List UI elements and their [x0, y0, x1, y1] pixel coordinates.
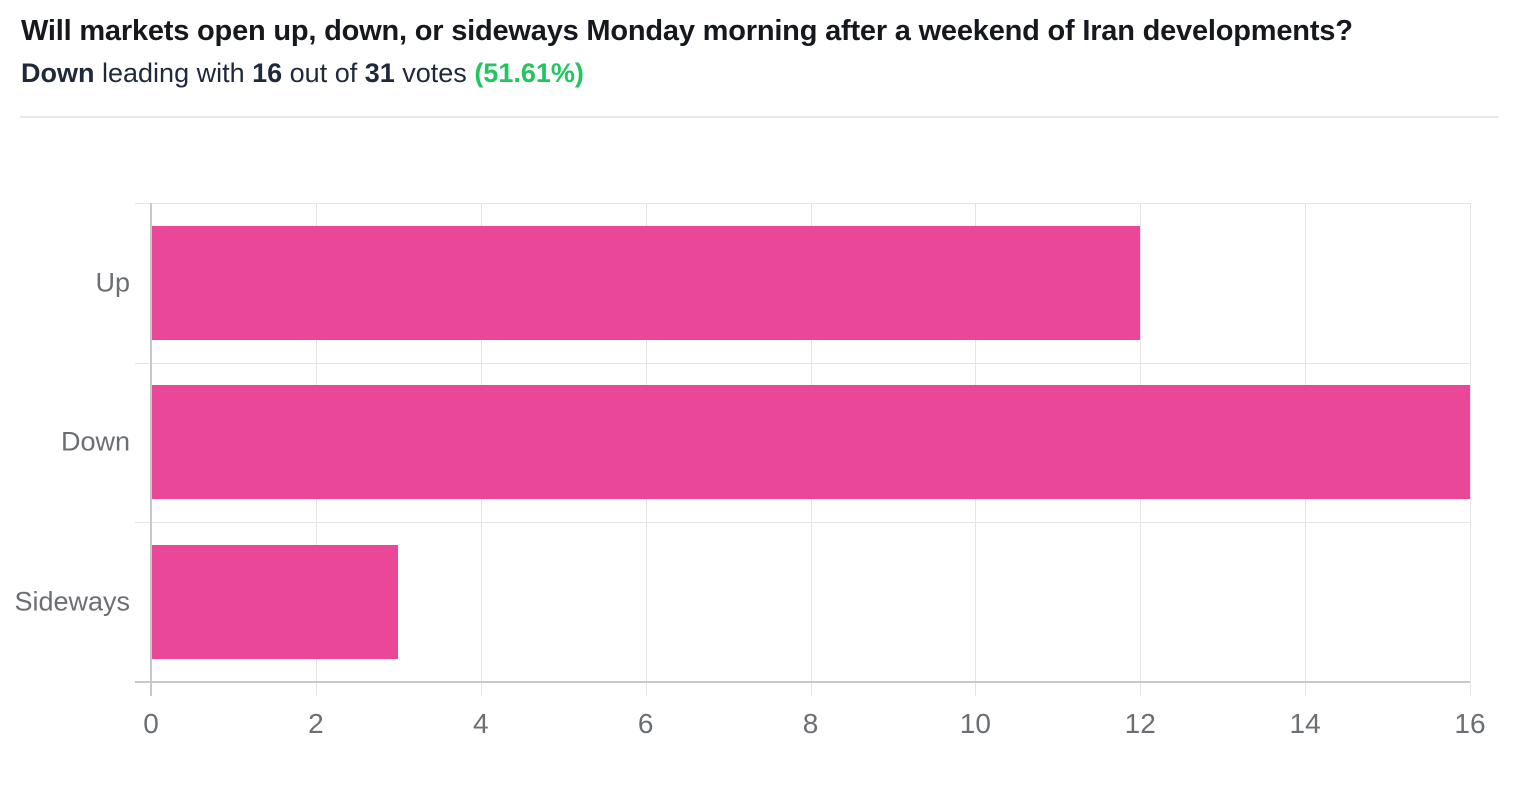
x-tick-label: 12: [1124, 708, 1156, 739]
poll-summary: Down leading with 16 out of 31 votes (51…: [21, 58, 1507, 89]
bar-down: [152, 385, 1470, 499]
header-divider: [20, 116, 1499, 118]
x-tick-label: 14: [1289, 708, 1321, 739]
x-tick-label: 8: [802, 708, 819, 739]
bar-up: [152, 226, 1140, 340]
header: Will markets open up, down, or sideways …: [21, 15, 1507, 89]
bar-sideways: [152, 545, 398, 659]
x-tick-label: 4: [472, 708, 489, 739]
page-title: Will markets open up, down, or sideways …: [21, 15, 1353, 47]
summary-text: leading with: [94, 58, 253, 88]
summary-text: out of: [282, 58, 365, 88]
category-label-sideways: Sideways: [14, 586, 130, 617]
category-label-down: Down: [60, 426, 130, 457]
row-gridline: [135, 363, 1470, 364]
x-axis-line: [135, 681, 1470, 683]
row-gridline: [135, 522, 1470, 523]
y-axis-line: [150, 203, 152, 696]
x-tick-label: 10: [959, 708, 991, 739]
total-votes: 31: [364, 58, 395, 88]
leader-votes: 16: [252, 58, 283, 88]
x-tick-label: 6: [637, 708, 654, 739]
leader-percentage: (51.61%): [474, 58, 584, 88]
row-gridline: [135, 203, 1470, 204]
summary-text: votes: [394, 58, 475, 88]
x-tick-label: 0: [143, 708, 159, 739]
category-label-up: Up: [95, 267, 130, 298]
leader-name: Down: [21, 58, 95, 88]
x-tick-label: 16: [1454, 708, 1486, 739]
x-gridline: [1470, 203, 1471, 696]
x-tick-label: 2: [308, 708, 324, 739]
